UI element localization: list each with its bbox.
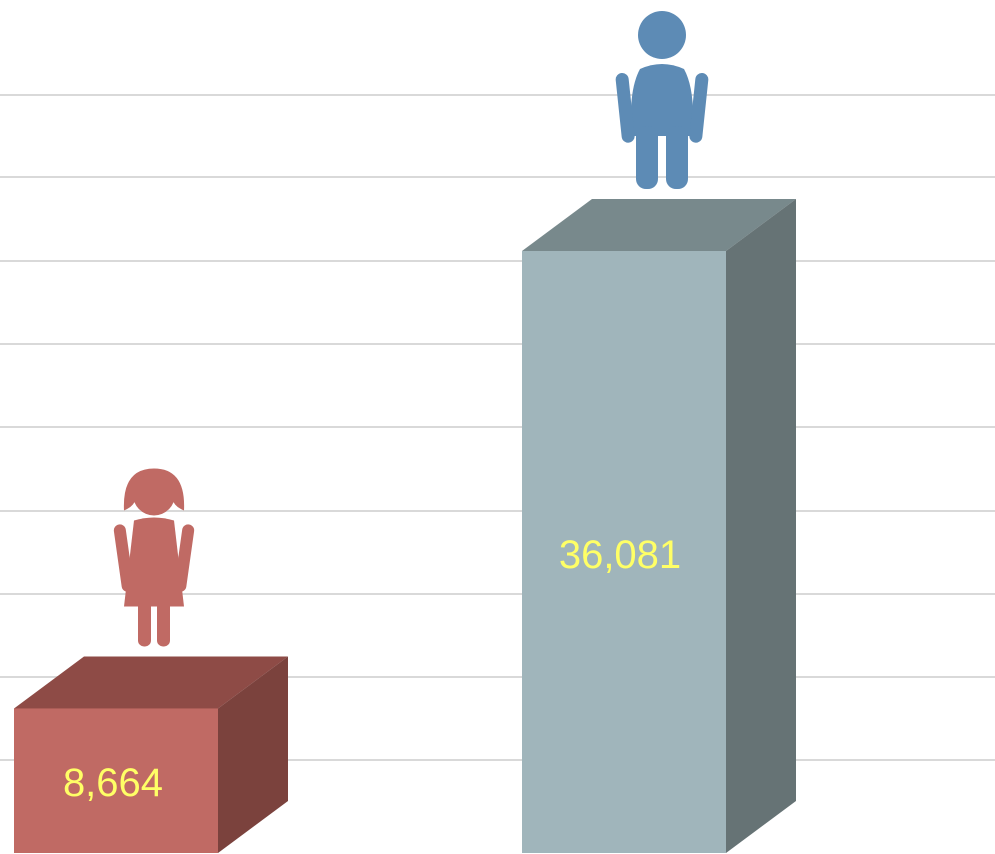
bar-top-face: [14, 656, 288, 709]
data-label: 36,081: [559, 533, 681, 577]
bar-side-face: [726, 199, 796, 853]
bars: 8,664 36,081: [14, 11, 796, 853]
bar-female: 8,664: [14, 468, 288, 853]
data-label: 8,664: [63, 761, 163, 805]
bar-top-face: [522, 199, 796, 251]
bar-front-face: [522, 251, 726, 853]
bar-male: 36,081: [522, 11, 796, 853]
male-figure-icon: [615, 11, 709, 189]
bar-side-face: [218, 656, 288, 853]
female-figure-icon: [113, 468, 195, 647]
bar-front-face: [14, 708, 218, 853]
